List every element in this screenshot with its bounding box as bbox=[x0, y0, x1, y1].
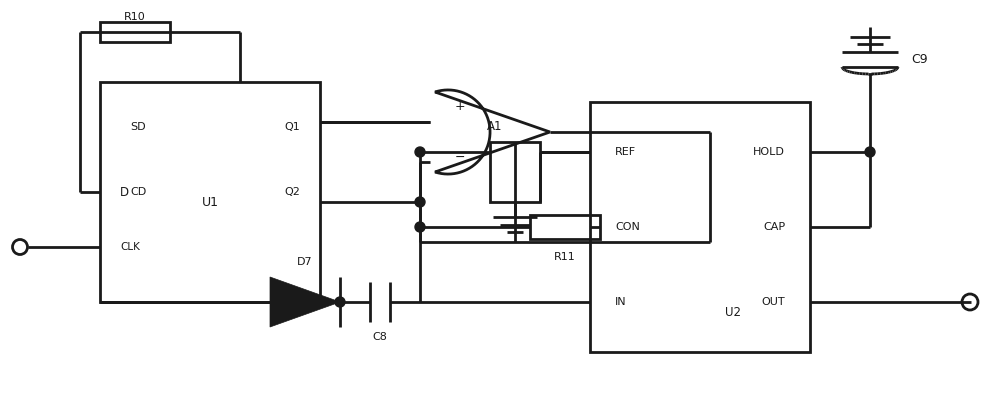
Text: C8: C8 bbox=[373, 332, 387, 342]
Bar bbox=[490, 142, 540, 202]
Polygon shape bbox=[270, 277, 340, 327]
Bar bbox=[590, 102, 810, 352]
Text: R10: R10 bbox=[124, 12, 146, 22]
Text: A1: A1 bbox=[487, 120, 503, 133]
Text: U1: U1 bbox=[202, 196, 218, 208]
Text: CD: CD bbox=[130, 187, 146, 197]
Text: Q2: Q2 bbox=[284, 187, 300, 197]
Bar bbox=[100, 82, 320, 302]
Text: C9: C9 bbox=[912, 53, 928, 66]
Circle shape bbox=[415, 222, 425, 232]
Bar bbox=[100, 22, 170, 42]
Circle shape bbox=[415, 147, 425, 157]
Text: −: − bbox=[455, 151, 466, 164]
Text: D7: D7 bbox=[297, 257, 313, 267]
Circle shape bbox=[335, 297, 345, 307]
Text: D: D bbox=[120, 185, 129, 198]
Text: OUT: OUT bbox=[761, 297, 785, 307]
Text: R11: R11 bbox=[554, 252, 576, 262]
Circle shape bbox=[415, 197, 425, 207]
Text: CON: CON bbox=[615, 222, 640, 232]
Bar bbox=[530, 215, 600, 239]
Text: Q1: Q1 bbox=[284, 122, 300, 132]
Text: CAP: CAP bbox=[763, 222, 785, 232]
Text: REF: REF bbox=[615, 147, 636, 157]
Text: +: + bbox=[455, 101, 466, 114]
Text: IN: IN bbox=[615, 297, 627, 307]
Circle shape bbox=[865, 147, 875, 157]
Text: U2: U2 bbox=[725, 305, 741, 318]
Text: SD: SD bbox=[130, 122, 146, 132]
Text: CLK: CLK bbox=[120, 242, 140, 252]
Text: HOLD: HOLD bbox=[753, 147, 785, 157]
